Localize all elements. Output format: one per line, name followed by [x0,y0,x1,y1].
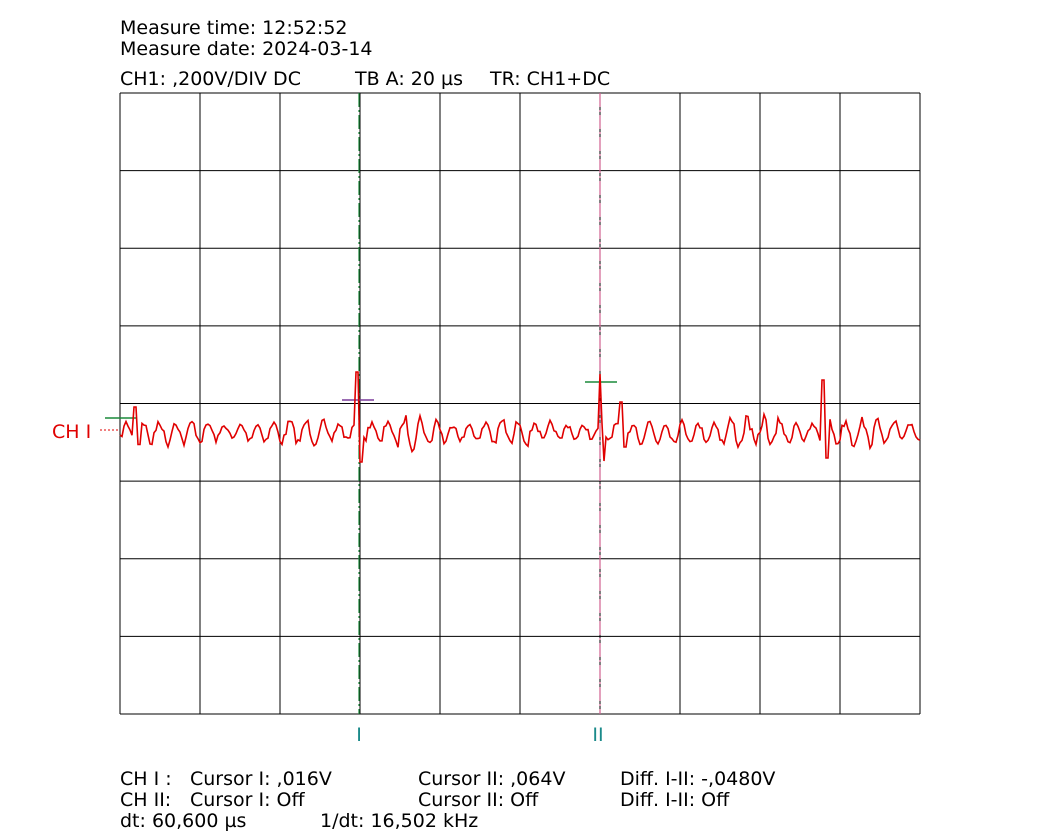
readout: Cursor II: Off [418,789,539,811]
readout: CH I : [120,768,172,790]
grid [119,92,921,715]
trigger: TR: CH1+DC [489,68,610,90]
readout: Cursor I: ,016V [190,768,332,790]
measure-time: Measure time: 12:52:52 [120,17,348,39]
timebase: TB A: 20 µs [354,68,463,90]
readout: CH II: [120,789,171,811]
readout: Diff. I-II: Off [620,789,730,811]
cursor-label-2: II [592,724,603,746]
dt: dt: 60,600 µs [120,810,246,832]
readout: Cursor II: ,064V [418,768,565,790]
waveform [119,371,921,463]
channel-setting: CH1: ,200V/DIV DC [120,68,301,90]
readout: Diff. I-II: -,0480V [620,768,775,790]
channel-label: CH I [52,421,91,443]
inverse-dt: 1/dt: 16,502 kHz [320,810,478,832]
cursor-label-1: I [356,724,362,746]
readout: Cursor I: Off [190,789,305,811]
measure-date: Measure date: 2024-03-14 [120,38,373,60]
